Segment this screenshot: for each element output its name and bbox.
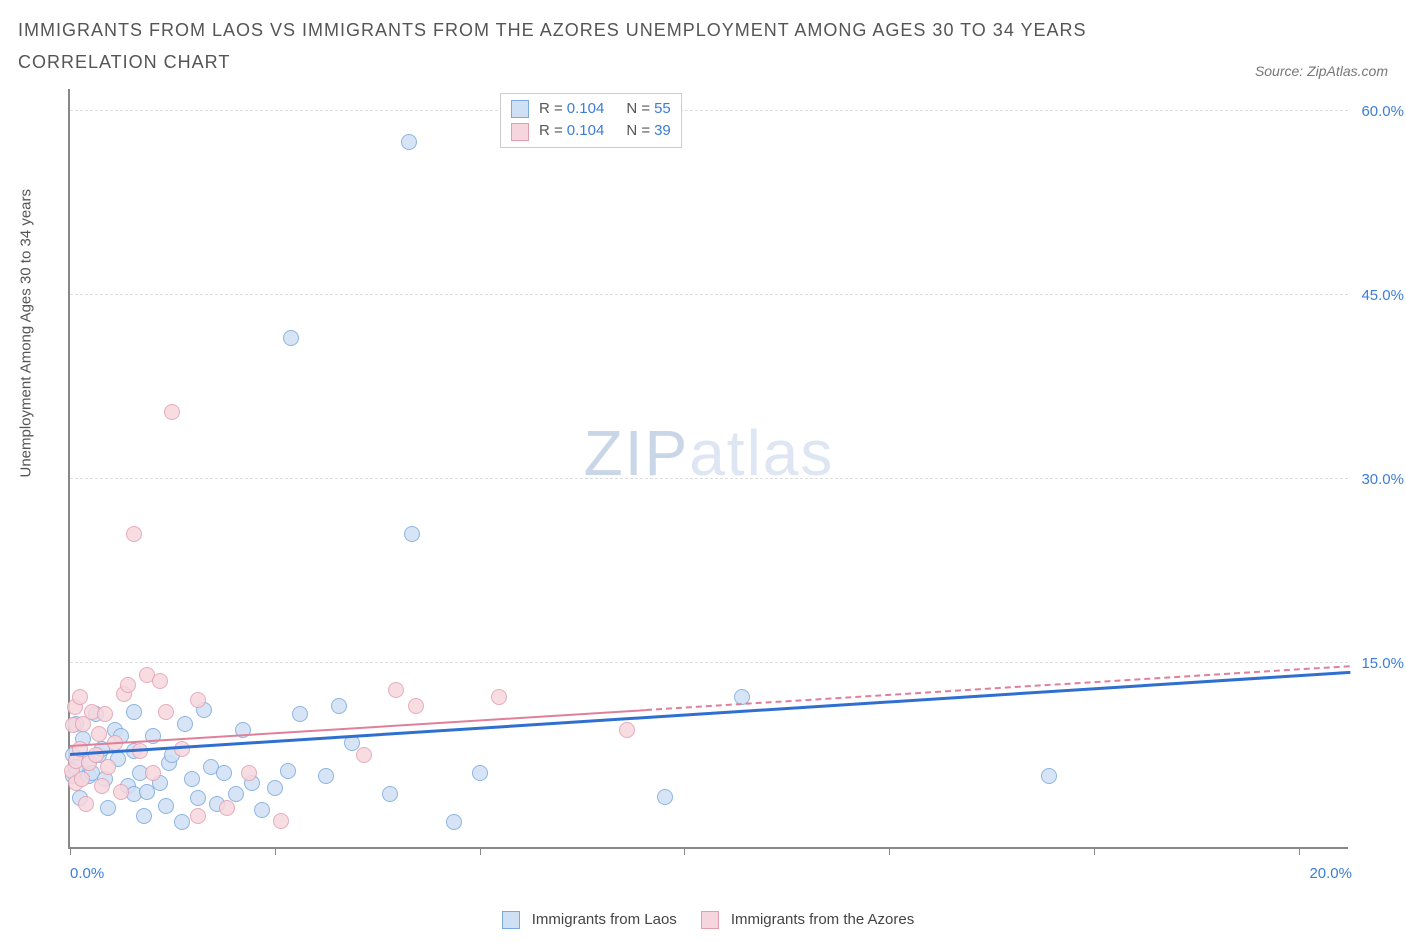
data-point <box>388 682 404 698</box>
x-tick <box>889 847 890 855</box>
data-point <box>190 790 206 806</box>
data-point <box>382 786 398 802</box>
data-point <box>145 765 161 781</box>
data-point <box>88 747 104 763</box>
data-point <box>74 771 90 787</box>
gridline <box>70 662 1348 663</box>
data-point <box>241 765 257 781</box>
data-point <box>472 765 488 781</box>
data-point <box>152 673 168 689</box>
data-point <box>619 722 635 738</box>
gridline <box>70 478 1348 479</box>
y-axis-label: Unemployment Among Ages 30 to 34 years <box>18 189 35 478</box>
data-point <box>1041 768 1057 784</box>
data-point <box>126 704 142 720</box>
data-point <box>491 689 507 705</box>
data-point <box>78 796 94 812</box>
data-point <box>164 404 180 420</box>
data-point <box>126 526 142 542</box>
x-tick <box>1094 847 1095 855</box>
data-point <box>401 134 417 150</box>
legend-stat-row: R = 0.104N = 55 <box>511 98 671 121</box>
data-point <box>408 698 424 714</box>
data-point <box>254 802 270 818</box>
data-point <box>404 526 420 542</box>
y-tick-label: 15.0% <box>1361 655 1404 672</box>
data-point <box>184 771 200 787</box>
data-point <box>158 798 174 814</box>
data-point <box>190 808 206 824</box>
legend-stat-row: R = 0.104N = 39 <box>511 120 671 143</box>
data-point <box>94 778 110 794</box>
x-tick-label: 20.0% <box>1309 865 1352 882</box>
y-tick-label: 30.0% <box>1361 471 1404 488</box>
chart-title: IMMIGRANTS FROM LAOS VS IMMIGRANTS FROM … <box>18 14 1118 79</box>
data-point <box>216 765 232 781</box>
data-point <box>72 689 88 705</box>
legend-series-label: Immigrants from the Azores <box>731 911 914 928</box>
data-point <box>97 706 113 722</box>
y-tick-label: 60.0% <box>1361 103 1404 120</box>
data-point <box>136 808 152 824</box>
legend-swatch <box>502 911 520 929</box>
data-point <box>158 704 174 720</box>
data-point <box>292 706 308 722</box>
data-point <box>177 716 193 732</box>
x-tick-label: 0.0% <box>70 865 104 882</box>
gridline <box>70 294 1348 295</box>
data-point <box>113 784 129 800</box>
data-point <box>283 330 299 346</box>
trend-line <box>70 671 1350 756</box>
legend-bottom: Immigrants from Laos Immigrants from the … <box>68 911 1348 929</box>
data-point <box>657 789 673 805</box>
x-tick <box>70 847 71 855</box>
legend-swatch <box>701 911 719 929</box>
data-point <box>331 698 347 714</box>
legend-series-item: Immigrants from Laos <box>502 911 677 929</box>
data-point <box>356 747 372 763</box>
data-point <box>280 763 296 779</box>
data-point <box>219 800 235 816</box>
x-tick <box>684 847 685 855</box>
data-point <box>174 814 190 830</box>
x-tick <box>1299 847 1300 855</box>
gridline <box>70 110 1348 111</box>
trend-line <box>646 665 1350 711</box>
data-point <box>120 677 136 693</box>
data-point <box>100 800 116 816</box>
data-point <box>190 692 206 708</box>
source-label: Source: ZipAtlas.com <box>1255 63 1388 79</box>
data-point <box>91 726 107 742</box>
data-point <box>318 768 334 784</box>
legend-series-item: Immigrants from the Azores <box>701 911 914 929</box>
x-tick <box>275 847 276 855</box>
data-point <box>446 814 462 830</box>
data-point <box>100 759 116 775</box>
x-tick <box>480 847 481 855</box>
y-tick-label: 45.0% <box>1361 287 1404 304</box>
legend-stats: R = 0.104N = 55R = 0.104N = 39 <box>500 93 682 148</box>
data-point <box>273 813 289 829</box>
legend-series-label: Immigrants from Laos <box>532 911 677 928</box>
data-point <box>267 780 283 796</box>
plot-area: ZIPatlas R = 0.104N = 55R = 0.104N = 39 … <box>68 89 1348 849</box>
chart-container: Unemployment Among Ages 30 to 34 years Z… <box>18 89 1388 929</box>
